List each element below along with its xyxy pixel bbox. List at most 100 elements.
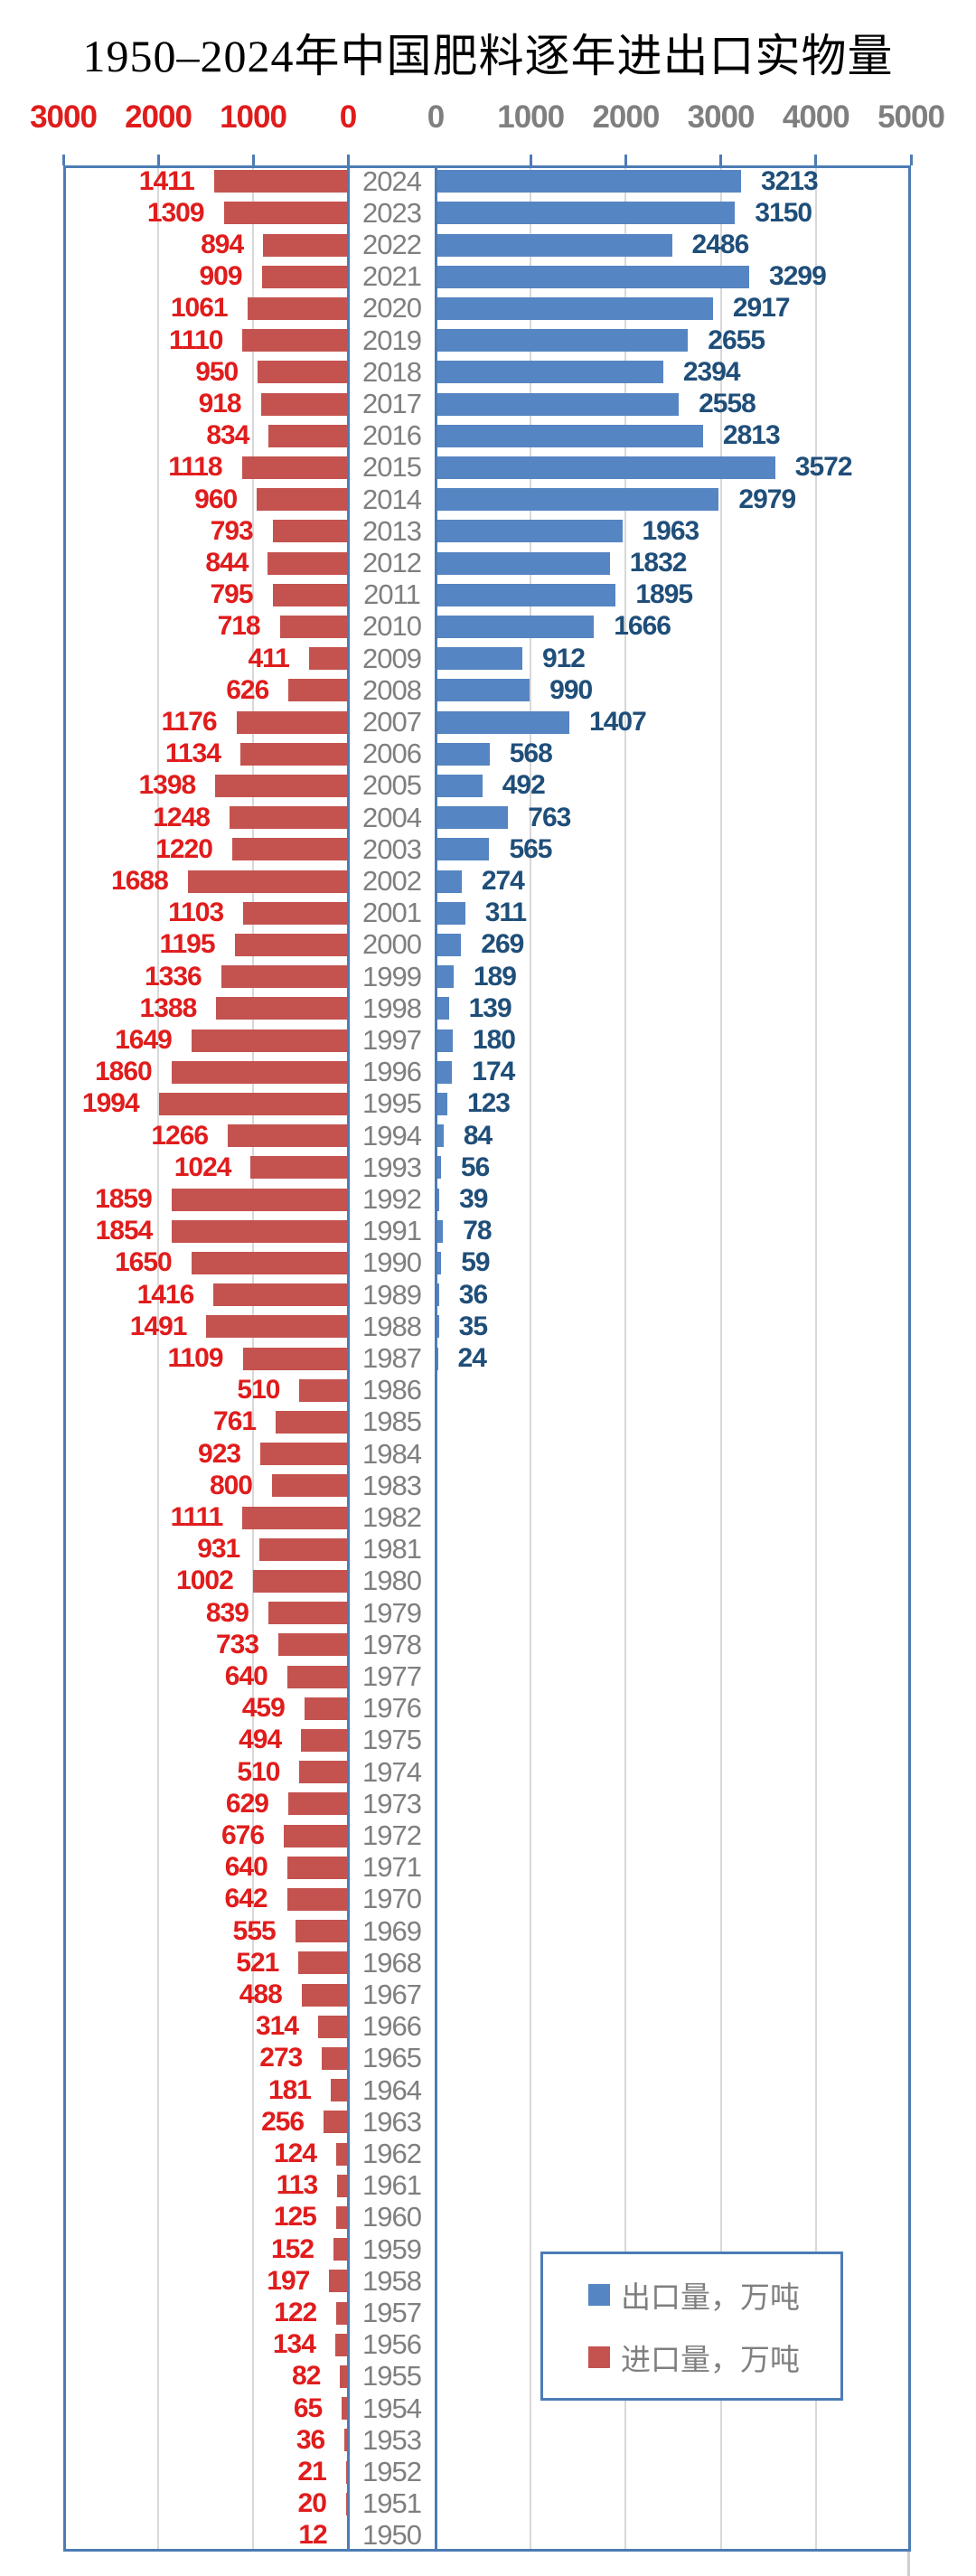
import-value-label: 1176: [161, 706, 217, 737]
import-value-label: 1266: [151, 1120, 209, 1151]
export-bar: [436, 1315, 439, 1339]
export-value-label: 3572: [794, 452, 853, 483]
import-bar: [236, 710, 348, 734]
export-bar: [436, 679, 530, 702]
import-bar: [267, 551, 348, 575]
import-value-label: 124: [273, 2138, 317, 2168]
year-label: 2011: [363, 578, 421, 611]
import-value-label: 521: [236, 1947, 279, 1978]
import-value-label: 1248: [153, 802, 211, 832]
import-bar: [258, 361, 348, 384]
export-value-label: 24: [457, 1342, 487, 1373]
import-bar: [206, 1315, 348, 1339]
import-value-label: 626: [226, 674, 269, 705]
import-value-label: 1411: [138, 165, 195, 196]
export-value-label: 1963: [642, 515, 700, 546]
year-label: 1982: [362, 1500, 422, 1533]
import-value-label: 834: [206, 420, 249, 451]
import-value-label: 629: [225, 1788, 269, 1819]
year-label: 1960: [362, 2201, 422, 2233]
export-value-label: 180: [472, 1024, 516, 1055]
year-label: 1962: [362, 2137, 422, 2169]
year-label: 2006: [362, 738, 422, 770]
import-value-label: 1650: [115, 1247, 173, 1278]
import-bar: [299, 1761, 348, 1784]
import-bar: [295, 1920, 348, 1943]
import-value-label: 839: [205, 1597, 249, 1628]
gridline-right-2000: [624, 165, 627, 2552]
import-bar: [171, 1060, 348, 1084]
year-label: 1966: [362, 2010, 422, 2043]
year-label: 2000: [362, 928, 422, 961]
year-label: 2014: [362, 483, 422, 515]
import-value-label: 1110: [169, 324, 223, 355]
export-value-label: 990: [549, 674, 593, 705]
year-label: 1956: [362, 2328, 422, 2361]
export-bar: [436, 329, 689, 353]
legend: 出口量，万吨 进口量，万吨: [540, 2252, 843, 2401]
import-value-label: 1103: [168, 898, 224, 928]
export-value-label: 78: [463, 1216, 492, 1246]
import-value-label: 65: [293, 2393, 323, 2423]
import-bar: [221, 965, 348, 989]
import-bar: [286, 1887, 348, 1911]
import-value-label: 642: [224, 1884, 268, 1914]
import-bar: [216, 997, 348, 1020]
import-value-label: 459: [241, 1693, 286, 1724]
year-label: 1977: [362, 1659, 422, 1692]
import-value-label: 1002: [176, 1565, 234, 1596]
plot-border-left: [63, 165, 66, 2552]
year-label: 1972: [362, 1819, 422, 1851]
year-label: 2003: [362, 832, 422, 865]
year-label: 1958: [362, 2264, 422, 2297]
export-bar: [436, 583, 616, 606]
import-value-label: 1859: [95, 1183, 153, 1214]
year-label: 1997: [362, 1023, 422, 1056]
import-bar: [324, 2111, 348, 2134]
year-label: 1954: [362, 2392, 422, 2424]
import-value-label: 931: [197, 1534, 240, 1565]
legend-swatch-export-icon: [588, 2283, 610, 2306]
year-label: 1950: [362, 2519, 422, 2552]
import-bar: [215, 774, 348, 797]
import-value-label: 1491: [129, 1311, 188, 1341]
import-value-label: 152: [270, 2233, 314, 2264]
export-value-label: 123: [466, 1088, 511, 1119]
year-label: 2004: [362, 801, 422, 833]
import-value-label: 36: [296, 2424, 325, 2455]
export-bar: [436, 265, 750, 288]
year-label: 1965: [362, 2042, 422, 2074]
year-label: 2024: [362, 165, 422, 197]
year-label: 1973: [362, 1787, 422, 1819]
export-value-label: 59: [461, 1247, 490, 1278]
import-bar: [171, 1188, 348, 1211]
year-label: 1988: [362, 1310, 422, 1342]
right-axis-tick-label: 2000: [592, 99, 660, 135]
year-label: 1983: [362, 1469, 422, 1501]
axis-tick-1: [156, 155, 160, 165]
export-bar: [436, 170, 741, 193]
import-value-label: 1860: [94, 1057, 153, 1087]
export-bar: [436, 520, 623, 543]
export-value-label: 56: [460, 1152, 490, 1182]
chart-title: 1950–2024年中国肥料逐年进出口实物量: [82, 31, 894, 81]
import-value-label: 844: [205, 547, 249, 578]
right-axis-tick-label: 3000: [687, 99, 755, 135]
export-axis-line: [434, 165, 437, 2552]
import-value-label: 256: [261, 2106, 305, 2137]
import-bar: [242, 1347, 348, 1370]
import-value-label: 20: [297, 2488, 327, 2519]
export-bar: [436, 1156, 441, 1180]
import-bar: [342, 2397, 348, 2421]
export-bar: [436, 488, 719, 512]
import-bar: [260, 1443, 348, 1466]
import-bar: [260, 392, 348, 416]
import-value-label: 1994: [81, 1088, 140, 1119]
year-label: 1968: [362, 1946, 422, 1979]
axis-tick-0: [61, 155, 65, 165]
export-bar: [436, 1188, 440, 1211]
import-value-label: 82: [292, 2361, 321, 2392]
export-bar: [436, 933, 462, 956]
import-value-label: 1061: [170, 293, 229, 324]
import-bar: [263, 233, 348, 257]
